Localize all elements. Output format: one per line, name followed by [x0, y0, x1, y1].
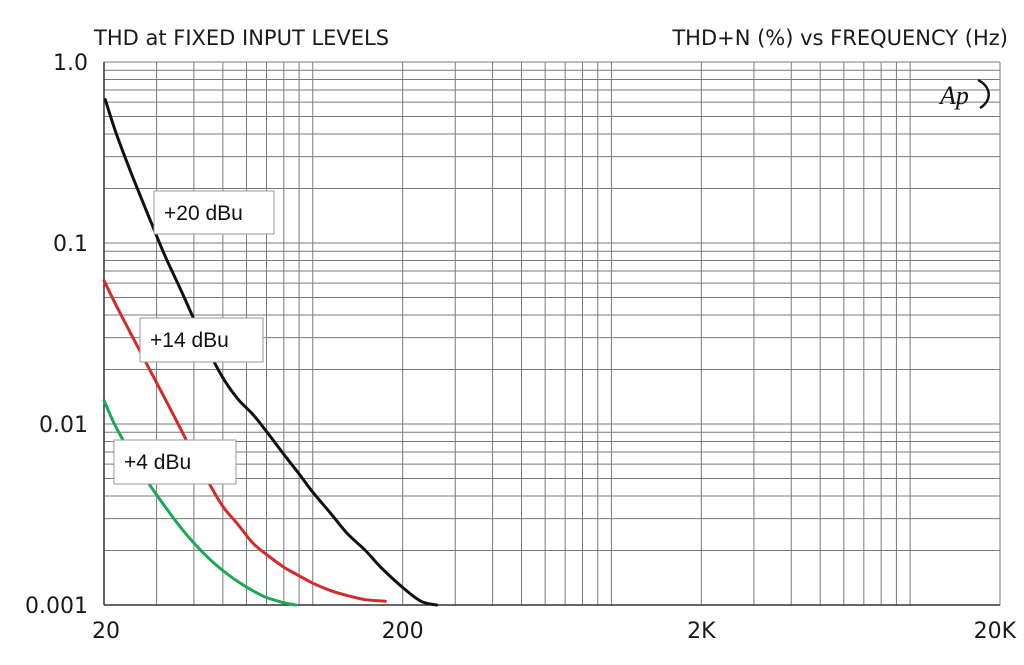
logo-text: Ap — [938, 81, 969, 110]
series-line — [103, 98, 439, 607]
grid-minor — [103, 61, 1001, 606]
x-tick-label: 20 — [92, 619, 120, 644]
y-tick-label: 0.001 — [25, 594, 88, 619]
series-label-box — [139, 317, 264, 363]
ap-logo: Ap — [938, 78, 990, 110]
series-label: +4 dBu — [124, 451, 191, 474]
y-tick-label: 1.0 — [53, 51, 88, 76]
x-tick-label: 2K — [687, 619, 716, 644]
x-tick-label: 200 — [382, 619, 424, 644]
series-label-box — [153, 190, 275, 235]
y-tick-label: 0.1 — [53, 232, 88, 257]
y-tick-label: 0.01 — [39, 413, 88, 438]
series-line — [102, 279, 387, 603]
grid-major — [103, 62, 1000, 606]
chart-subtitle: THD+N (%) vs FREQUENCY (Hz) — [671, 26, 1008, 50]
chart-title: THD at FIXED INPUT LEVELS — [93, 26, 389, 50]
x-tick-label: 20K — [974, 619, 1017, 644]
labels-layer: +20 dBu +14 dBu +4 dBu — [113, 190, 275, 485]
series-label: +14 dBu — [150, 329, 229, 352]
series-label: +20 dBu — [164, 202, 243, 225]
series-label-box — [113, 439, 237, 485]
